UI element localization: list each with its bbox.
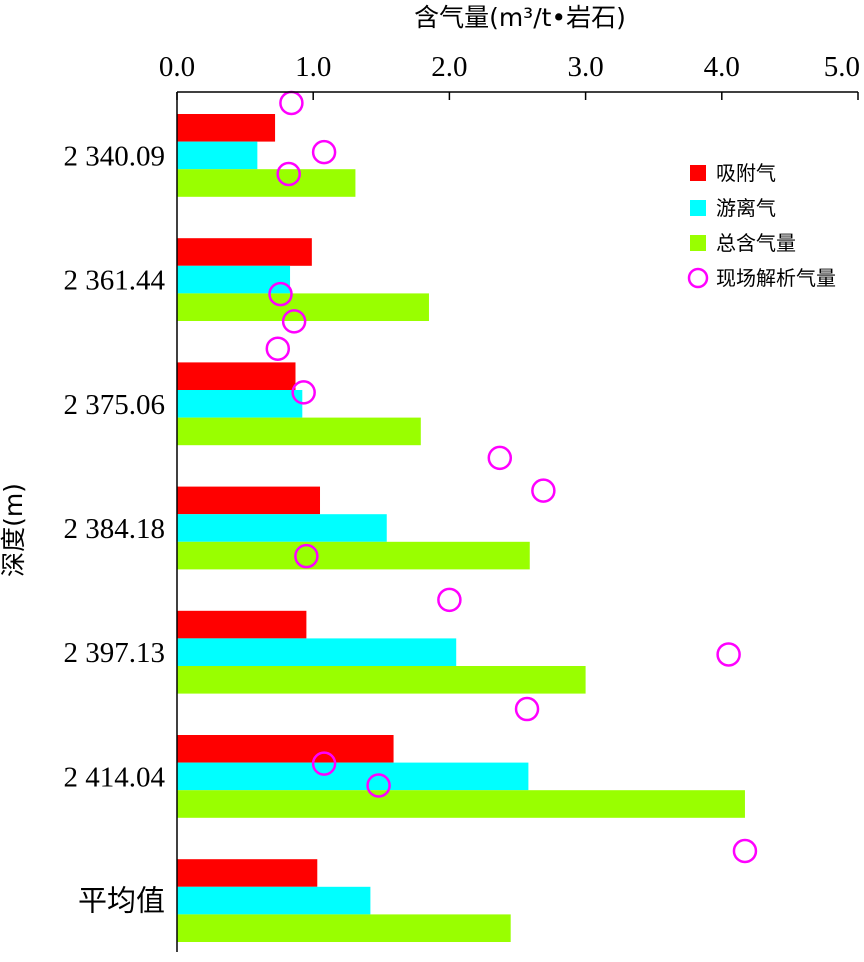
scatter-point-9: [294, 543, 319, 569]
y-axis-title: 深度(m): [0, 483, 28, 577]
scatter-point-3: [268, 281, 293, 307]
x-axis-title: 含气量(m³/t•岩石): [414, 3, 626, 32]
x-tick-label: 3.0: [567, 51, 603, 83]
bar-total-5: [177, 790, 745, 818]
bar-adsorbed-3: [177, 486, 321, 515]
bar-total-4: [177, 666, 586, 694]
bar-adsorbed-4: [177, 610, 307, 639]
x-tick-label: 5.0: [824, 51, 860, 83]
bar-free-0: [177, 141, 258, 170]
bar-free-2: [177, 390, 303, 418]
y-category-label: 2 361.44: [64, 265, 166, 297]
bar-total-2: [177, 417, 421, 446]
legend-swatch: [690, 200, 706, 216]
legend-swatch: [690, 235, 706, 251]
y-category-label: 2 375.06: [64, 389, 166, 421]
scatter-point-0: [279, 90, 304, 116]
bar-adsorbed-1: [177, 238, 312, 266]
bar-free-3: [177, 514, 387, 542]
legend-label: 总含气量: [716, 231, 796, 255]
legend-swatch: [690, 165, 706, 181]
scatter-point-2: [276, 161, 301, 187]
scatter-point-11: [716, 642, 741, 667]
scatter-point-1: [311, 139, 337, 165]
bar-adsorbed-5: [177, 735, 394, 763]
x-tick-label: 4.0: [704, 51, 740, 83]
scatter-point-8: [531, 478, 556, 503]
scatter-point-10: [437, 587, 462, 613]
axes: [176, 91, 859, 952]
bar-total-0: [177, 169, 356, 197]
scatter-point-4: [281, 309, 307, 334]
scatter-point-14: [366, 773, 391, 798]
bar-adsorbed-6: [177, 859, 318, 887]
scatter-point-12: [514, 696, 540, 722]
y-axis-labels: 2 340.09 2 361.44 2 375.06 2 384.18 2 397.13…: [64, 140, 166, 917]
legend-label: 游离气: [716, 196, 776, 220]
scatter-point-6: [291, 380, 316, 405]
scatter-point-7: [487, 445, 513, 471]
bar-total-3: [177, 541, 530, 570]
bar-total-6: [177, 914, 511, 942]
y-category-label: 2 414.04: [64, 761, 166, 793]
legend-label: 吸附气: [716, 161, 776, 185]
bar-adsorbed-2: [177, 362, 296, 390]
x-tick-label: 0.0: [159, 51, 195, 83]
bars: [177, 114, 745, 942]
x-tick-label: 2.0: [431, 51, 467, 83]
bar-free-1: [177, 265, 291, 294]
bar-free-6: [177, 886, 371, 915]
scatter-point-5: [265, 336, 291, 361]
y-category-label: 2 340.09: [64, 140, 166, 172]
scatter-point-15: [732, 838, 758, 864]
y-category-label: 平均值: [78, 885, 165, 918]
scatter-points: [265, 90, 758, 864]
y-category-label: 2 384.18: [64, 513, 166, 545]
legend-marker: [687, 267, 709, 289]
legend-label: 现场解析气量: [716, 266, 836, 290]
y-category-label: 2 397.13: [64, 637, 166, 669]
bar-free-4: [177, 638, 457, 666]
scatter-point-13: [311, 751, 337, 776]
bar-adsorbed-0: [177, 114, 276, 142]
bar-free-5: [177, 762, 529, 791]
x-axis-ticks: 0.0 1.0 2.0 3.0 4.0 5.0: [159, 51, 860, 83]
x-tick-label: 1.0: [295, 51, 331, 83]
